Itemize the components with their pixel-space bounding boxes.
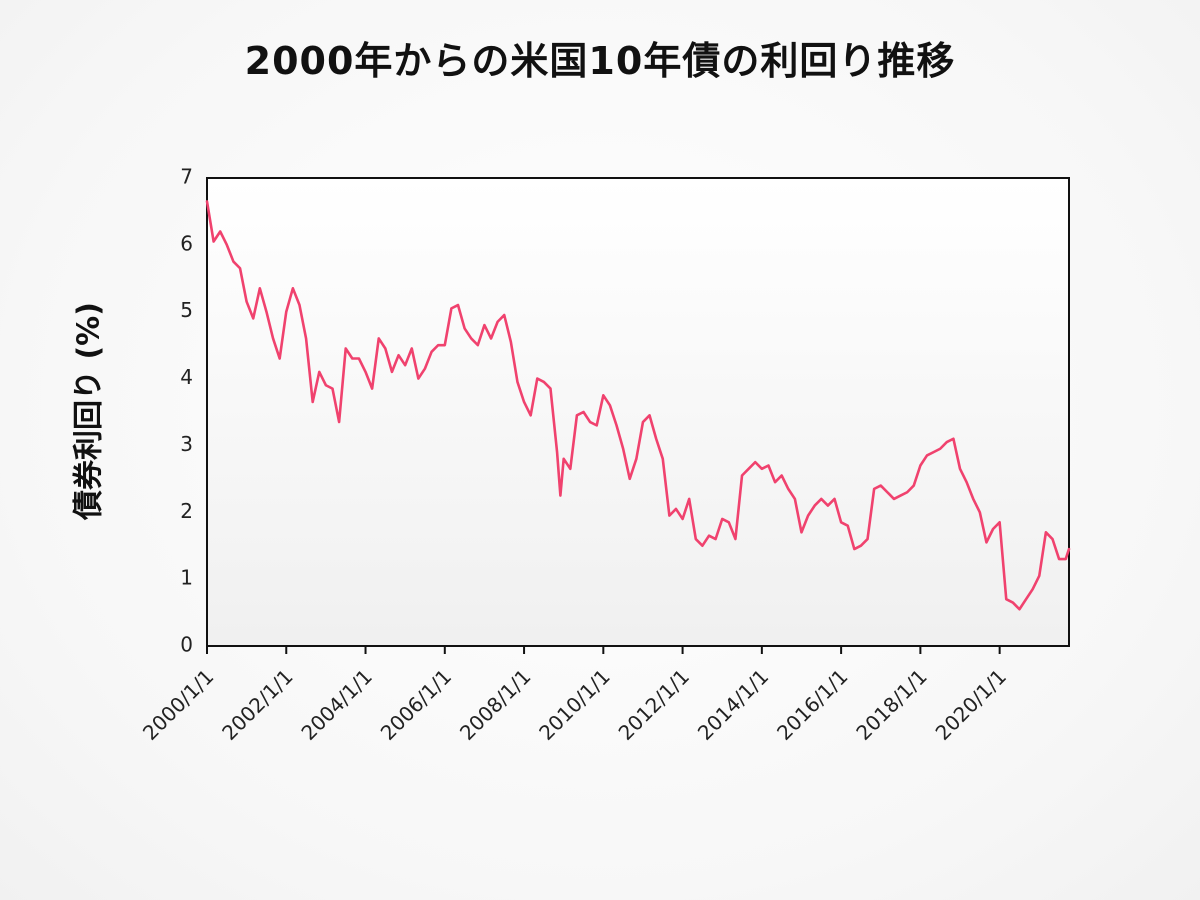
y-tick-label: 6 [180,231,193,255]
y-axis-ticks: 0 1 2 3 4 5 6 7 [180,165,193,657]
y-tick-label: 5 [180,298,193,322]
x-tick-label: 2004/1/1 [296,664,376,744]
y-tick-label: 0 [180,633,193,657]
y-tick-label: 4 [180,365,193,389]
plot-area [206,177,1070,647]
x-axis-ticks: 2000/1/12002/1/12004/1/12006/1/12008/1/1… [138,646,1011,745]
x-tick-label: 2000/1/1 [138,664,218,744]
y-tick-label: 3 [180,432,193,456]
x-tick-label: 2016/1/1 [772,664,852,744]
chart-title: 2000年からの米国10年債の利回り推移 [244,39,956,83]
y-tick-label: 1 [180,566,193,590]
x-tick-label: 2014/1/1 [693,664,773,744]
x-tick-label: 2010/1/1 [534,664,614,744]
y-tick-label: 2 [180,499,193,523]
x-tick-label: 2020/1/1 [931,664,1011,744]
x-tick-label: 2018/1/1 [851,664,931,744]
series-line-us10y [205,200,1071,611]
y-tick-label: 7 [180,165,193,189]
x-tick-label: 2012/1/1 [614,664,694,744]
x-tick-label: 2006/1/1 [376,664,456,744]
y-axis-label: 債券利回り (%) [72,302,107,521]
x-tick-label: 2002/1/1 [217,664,297,744]
x-tick-label: 2008/1/1 [455,664,535,744]
